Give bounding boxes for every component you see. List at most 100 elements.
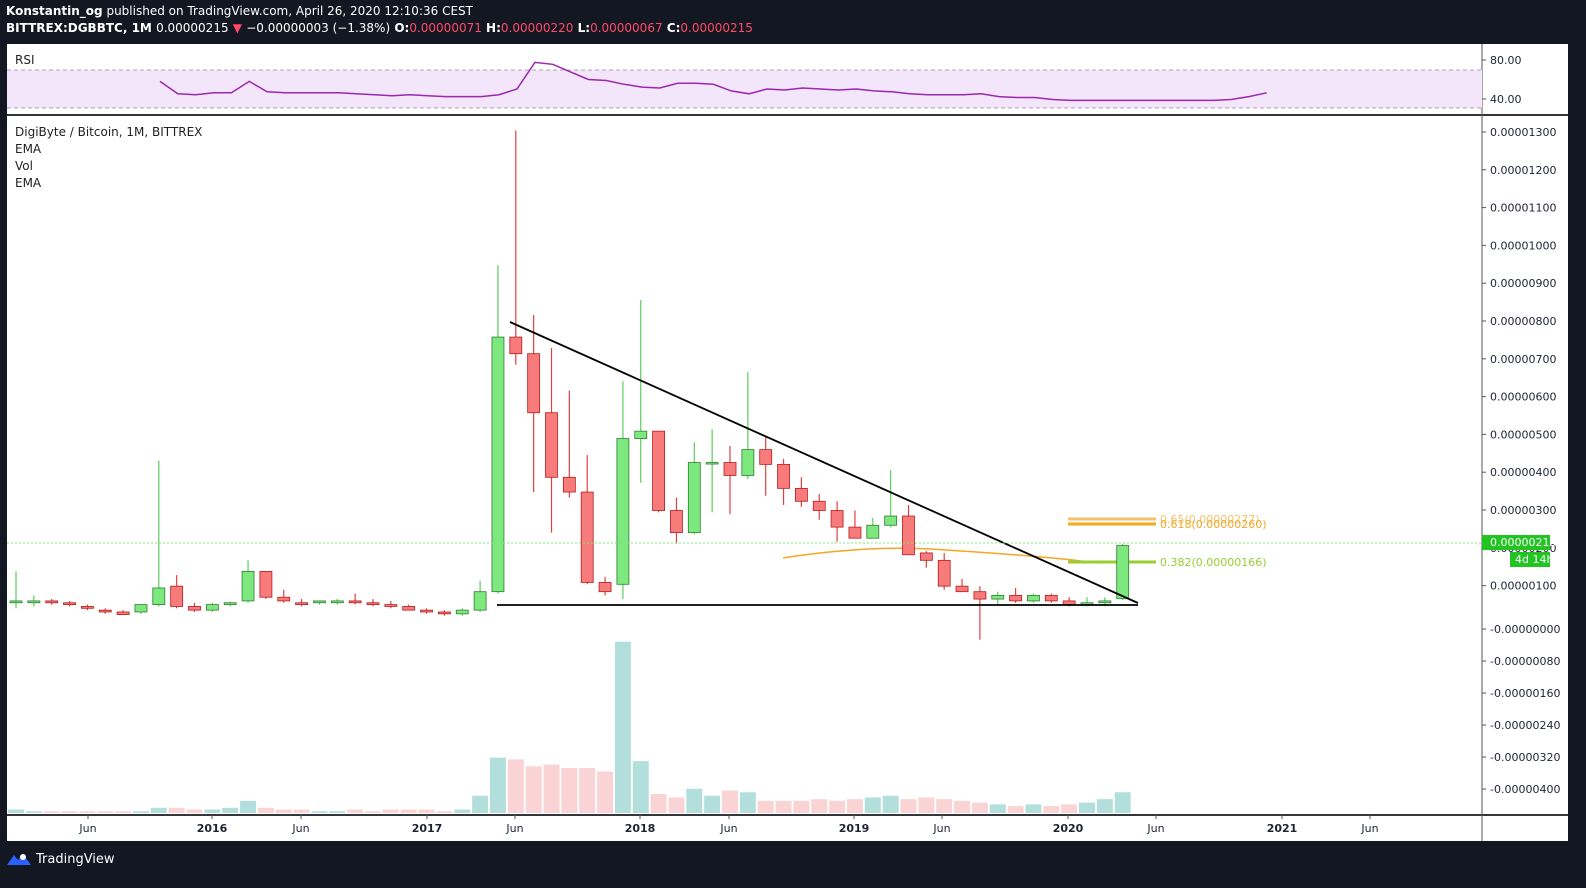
candle-body (1044, 594, 1058, 602)
fib-levels: 0.65(0.00000277)0.618(0.00000260) 0.382(0… (1068, 513, 1267, 569)
time-tick-label: 2018 (625, 822, 656, 835)
price-tick-label: 0.00000100 (1490, 580, 1556, 593)
volume-bar (489, 757, 506, 813)
footer-brand[interactable]: TradingView (6, 851, 115, 867)
close-value: 0.00000215 (680, 21, 753, 35)
volume-bar (971, 802, 988, 813)
volume-bar (757, 800, 774, 813)
candle-body (1116, 545, 1130, 600)
candle-body (830, 510, 844, 528)
volume-bar (168, 807, 185, 813)
candle-body (134, 604, 148, 613)
volume-bar (775, 800, 792, 813)
volume-bar (43, 811, 60, 813)
candle-body (759, 449, 773, 465)
legend-ema-1[interactable]: EMA (15, 142, 42, 156)
volume-bar (650, 793, 667, 813)
price-tick-label: 0.00000600 (1490, 391, 1556, 404)
candle-body (598, 582, 612, 593)
candle-body (27, 600, 41, 604)
volume-bar (418, 809, 435, 813)
legend-vol[interactable]: Vol (15, 159, 33, 173)
price-tick-label: -0.00000080 (1490, 655, 1560, 668)
candle-body (509, 336, 523, 355)
volume-bar (918, 797, 935, 813)
volume-bar (347, 809, 364, 813)
candle-body (670, 510, 683, 534)
rsi-tick-label: 40.00 (1490, 93, 1522, 106)
rsi-line (159, 61, 1267, 102)
volume-bar (543, 764, 560, 813)
candle-body (366, 602, 380, 606)
close-label: C: (666, 21, 681, 35)
price-tick-label: 0.00000800 (1490, 315, 1556, 328)
candle-body (491, 336, 505, 593)
down-arrow-icon: ▼ (232, 21, 243, 35)
tradingview-logo-icon (7, 854, 31, 865)
price-axis[interactable] (1482, 116, 1568, 814)
last-price: 0.00000215 (156, 21, 229, 35)
candle-body (45, 600, 59, 604)
candle-body (98, 609, 112, 613)
volume-bar (1114, 792, 1131, 813)
drawings (497, 321, 1139, 606)
rsi-axis[interactable] (1482, 44, 1568, 114)
candle-body (580, 491, 594, 583)
time-tick-label: Jun (78, 822, 96, 835)
candle-body (795, 487, 808, 502)
time-tick-label: 2017 (412, 822, 443, 835)
candle-body (705, 462, 719, 465)
candle-body (723, 462, 737, 476)
candle-body (973, 591, 987, 600)
volume-bar (472, 795, 489, 813)
last-price-tag-text: 0.00000215 (1490, 536, 1556, 549)
rsi-legend[interactable]: RSI (15, 53, 35, 67)
time-tick-label: Jun (932, 822, 950, 835)
publish-info: Konstantin_og published on TradingView.c… (6, 4, 473, 18)
price-tick-label: 0.00000900 (1490, 277, 1556, 290)
legend-ema-2[interactable]: EMA (15, 176, 42, 190)
volume-bar (329, 811, 346, 813)
price-tick-label: 0.00000700 (1490, 353, 1556, 366)
candle-body (777, 463, 790, 489)
ema-line (782, 547, 1101, 564)
time-axis[interactable] (7, 816, 1482, 841)
candle-body (866, 524, 880, 539)
volume-bar (365, 811, 381, 813)
price-tick-label: -0.00000000 (1490, 623, 1560, 636)
volume-bar (79, 811, 96, 813)
time-tick-label: Jun (1360, 822, 1378, 835)
chart-title[interactable]: DigiByte / Bitcoin, 1M, BITTREX (15, 125, 202, 139)
candle-body (545, 412, 558, 478)
price-tick-label: -0.00000160 (1490, 687, 1560, 700)
volume-bar (686, 788, 703, 813)
candle-body (9, 600, 23, 604)
volume-bar (454, 809, 471, 813)
volume-bar (382, 809, 399, 813)
candle-body (63, 602, 76, 606)
volume-bar (936, 799, 953, 813)
rsi-ticks: 80.00 40.00 (1482, 54, 1522, 106)
candle-body (313, 600, 326, 604)
volume-bars (8, 641, 1131, 813)
volume-bar (1079, 802, 1095, 813)
candle-body (884, 515, 898, 526)
volume-bar (846, 799, 863, 813)
price-tick-label: 0.00001300 (1490, 126, 1556, 139)
volume-bar (222, 807, 239, 813)
candle-body (1098, 600, 1112, 604)
volume-bar (614, 641, 631, 813)
candle-body (455, 609, 469, 615)
volume-bar (1061, 804, 1078, 813)
price-change: −0.00000003 (−1.38%) (246, 21, 391, 35)
time-tick-label: 2016 (197, 822, 228, 835)
candle-body (848, 526, 862, 539)
author-name[interactable]: Konstantin_og (6, 4, 103, 18)
volume-bar (150, 807, 167, 813)
volume-bar (507, 759, 524, 813)
volume-bar (525, 766, 542, 813)
candle-body (402, 606, 416, 611)
candle-body (1027, 594, 1040, 602)
rsi-tick-label: 80.00 (1490, 54, 1522, 67)
